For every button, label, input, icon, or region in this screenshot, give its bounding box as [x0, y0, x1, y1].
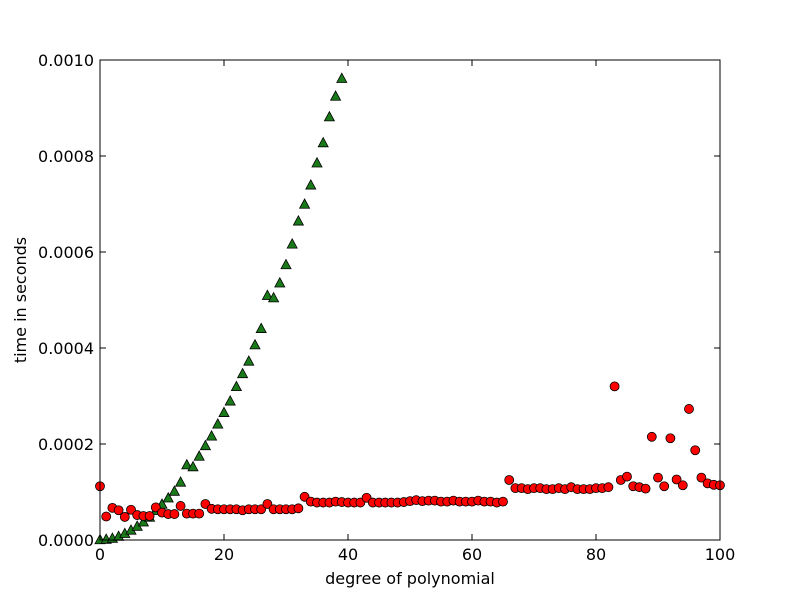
- triangle-point: [298, 198, 311, 209]
- circle-point: [293, 503, 304, 514]
- circle-point: [659, 481, 670, 492]
- circle-point: [690, 445, 701, 456]
- triangle-point: [224, 394, 236, 406]
- triangle-point: [286, 237, 298, 249]
- triangle-point: [236, 367, 249, 379]
- triangle-point: [292, 214, 305, 226]
- circle-point: [696, 472, 707, 483]
- triangle-point: [212, 417, 224, 429]
- plot-frame: [99, 59, 721, 541]
- series-0: [94, 72, 348, 545]
- y-axis-label: time in seconds: [11, 237, 30, 363]
- circle-point: [603, 482, 614, 493]
- triangle-point: [168, 485, 181, 496]
- y-tick-label: 0.0010: [38, 51, 94, 70]
- x-tick-label: 80: [586, 545, 606, 564]
- triangle-point: [174, 476, 187, 487]
- x-tick-label: 100: [705, 545, 736, 564]
- circle-point: [640, 483, 651, 494]
- circle-point: [622, 471, 632, 482]
- circle-point: [126, 504, 136, 515]
- circle-point: [646, 431, 657, 442]
- triangle-point: [311, 156, 323, 168]
- circle-point: [175, 501, 186, 511]
- circle-point: [194, 508, 205, 519]
- triangle-point: [193, 450, 205, 461]
- circle-point: [262, 499, 273, 509]
- triangle-point: [329, 90, 342, 101]
- x-tick-label: 0: [95, 545, 105, 564]
- triangle-point: [267, 291, 280, 303]
- x-axis-label: degree of polynomial: [325, 569, 495, 588]
- circle-point: [169, 509, 180, 519]
- triangle-point: [336, 72, 348, 83]
- triangle-point: [187, 460, 199, 472]
- circle-point: [256, 504, 267, 515]
- y-tick-label: 0.0006: [38, 243, 94, 262]
- triangle-point: [230, 380, 243, 392]
- triangle-point: [261, 289, 274, 300]
- triangle-point: [255, 322, 267, 333]
- circle-point: [671, 474, 682, 485]
- tick-labels-layer: 0 20 40 60 80 100 0.0000 0.0002 0.0004 0.0006 0.00…: [38, 51, 735, 564]
- series-1: [95, 381, 725, 522]
- triangle-point: [274, 276, 286, 288]
- x-tick-label: 20: [214, 545, 234, 564]
- triangle-point: [317, 136, 329, 148]
- circle-point: [119, 512, 130, 522]
- triangle-point: [205, 429, 218, 441]
- triangle-point: [249, 338, 261, 350]
- x-tick-label: 60: [462, 545, 482, 564]
- circle-point: [684, 404, 694, 414]
- circle-point: [150, 502, 161, 513]
- circle-point: [113, 505, 124, 516]
- triangle-point: [218, 406, 230, 417]
- y-tick-label: 0.0004: [38, 339, 94, 358]
- circle-point: [653, 472, 663, 483]
- y-tick-label: 0.0002: [38, 435, 94, 454]
- y-tick-label: 0.0000: [38, 531, 94, 550]
- triangle-point: [280, 258, 292, 270]
- circle-point: [144, 511, 155, 521]
- circle-point: [665, 433, 676, 444]
- circle-point: [609, 381, 620, 392]
- circle-point: [101, 511, 112, 522]
- triangle-point: [243, 355, 255, 366]
- triangle-point: [162, 491, 174, 503]
- triangle-point: [181, 458, 193, 470]
- circle-point: [498, 496, 508, 507]
- circle-point: [504, 475, 515, 485]
- ticks-layer: [99, 59, 721, 541]
- circle-point: [677, 480, 688, 491]
- y-tick-label: 0.0008: [38, 147, 94, 166]
- x-tick-label: 40: [338, 545, 358, 564]
- triangle-point: [305, 178, 317, 190]
- triangle-point: [199, 439, 212, 451]
- points-layer: [94, 72, 725, 545]
- triangle-point: [323, 110, 336, 122]
